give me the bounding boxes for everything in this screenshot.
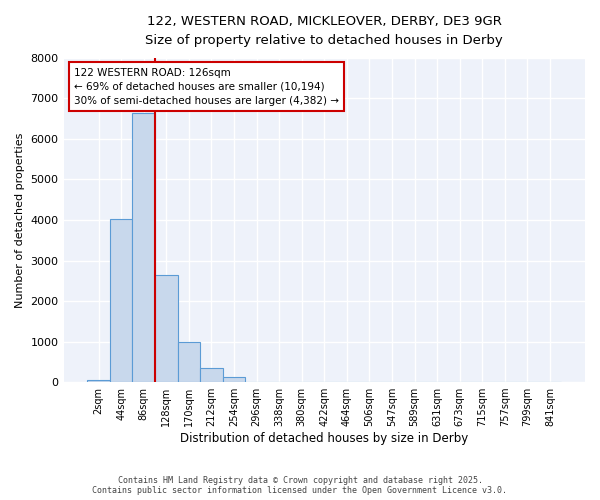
- Text: 122 WESTERN ROAD: 126sqm
← 69% of detached houses are smaller (10,194)
30% of se: 122 WESTERN ROAD: 126sqm ← 69% of detach…: [74, 68, 339, 106]
- Bar: [155, 274, 178, 382]
- Bar: [223, 377, 245, 382]
- X-axis label: Distribution of detached houses by size in Derby: Distribution of detached houses by size …: [180, 432, 469, 445]
- Bar: [110, 219, 133, 382]
- Bar: [133, 112, 155, 382]
- Title: 122, WESTERN ROAD, MICKLEOVER, DERBY, DE3 9GR
Size of property relative to detac: 122, WESTERN ROAD, MICKLEOVER, DERBY, DE…: [145, 15, 503, 47]
- Bar: [87, 380, 110, 382]
- Bar: [200, 368, 223, 382]
- Y-axis label: Number of detached properties: Number of detached properties: [15, 132, 25, 308]
- Text: Contains HM Land Registry data © Crown copyright and database right 2025.
Contai: Contains HM Land Registry data © Crown c…: [92, 476, 508, 495]
- Bar: [178, 342, 200, 382]
